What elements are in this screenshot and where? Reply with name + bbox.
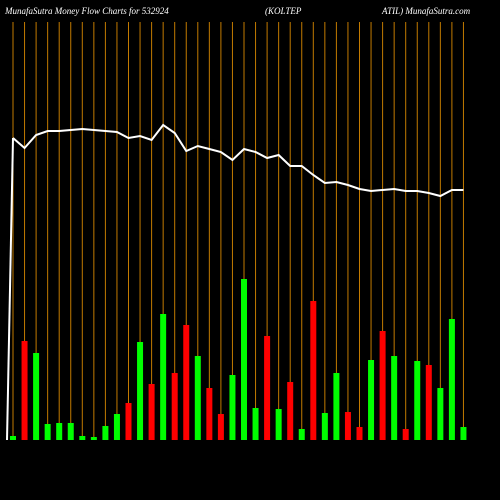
bar	[44, 424, 51, 440]
bar	[264, 336, 271, 440]
bar	[298, 429, 305, 440]
bar	[425, 365, 432, 440]
bar	[67, 423, 74, 440]
bar	[414, 361, 421, 440]
bar	[171, 373, 178, 440]
bar	[113, 414, 120, 440]
bar	[402, 429, 409, 440]
bar	[229, 375, 236, 440]
bar	[183, 325, 190, 440]
bar	[56, 423, 63, 440]
chart-title: MunafaSutra Money Flow Charts for 532924	[4, 6, 169, 16]
bar	[33, 353, 40, 440]
bar	[21, 341, 28, 440]
bar	[79, 436, 86, 440]
bar	[344, 412, 351, 440]
bar	[310, 301, 317, 440]
bar	[448, 319, 455, 440]
bar	[206, 388, 213, 440]
bar	[194, 356, 201, 440]
bar	[287, 382, 294, 440]
flow-line	[12, 123, 464, 198]
chart-title: (KOLTEP	[265, 6, 302, 16]
bar	[379, 331, 386, 440]
bar	[90, 437, 97, 440]
bar	[437, 388, 444, 440]
bar	[460, 427, 467, 440]
chart-title: ATIL) MunafaSutra.com	[381, 6, 471, 16]
bar	[125, 403, 132, 440]
bar	[275, 409, 282, 440]
bar	[368, 360, 375, 440]
bar	[10, 436, 16, 440]
bar	[137, 342, 144, 440]
bar	[333, 373, 340, 440]
line-start	[6, 137, 14, 441]
bar	[148, 384, 155, 440]
bar	[160, 314, 167, 440]
bar	[102, 426, 109, 440]
bar	[321, 413, 328, 440]
bar	[356, 427, 363, 440]
bar	[217, 414, 224, 440]
bar	[391, 356, 398, 440]
bar	[241, 279, 247, 440]
bar	[252, 408, 259, 440]
